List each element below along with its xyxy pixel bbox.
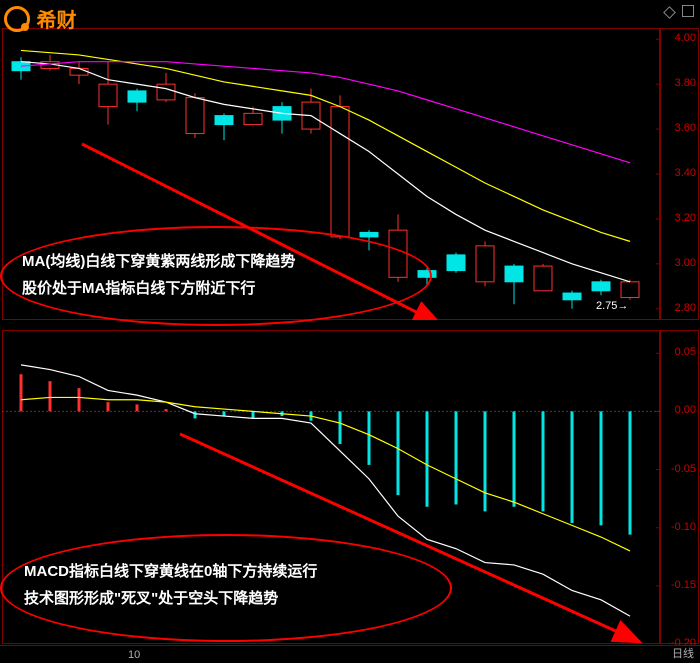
y-tick-label: -0.10 bbox=[671, 521, 696, 533]
diamond-icon[interactable] bbox=[663, 6, 676, 19]
y-tick-label: -0.15 bbox=[671, 579, 696, 591]
window-controls bbox=[661, 4, 694, 22]
price-chart-panel: 4.00 3.80 3.60 3.40 3.20 3.00 2.80 2.75→ MA(均线)白… bbox=[0, 28, 700, 320]
ma-yellow bbox=[21, 50, 630, 241]
annotation-line2: 股价处于MA指标白线下方附近下行 bbox=[22, 275, 295, 302]
y-tick-label: 4.00 bbox=[675, 32, 696, 44]
y-tick-label: 3.40 bbox=[675, 167, 696, 179]
y-tick-label: 0.05 bbox=[675, 346, 696, 358]
timeframe-label: 日线 bbox=[672, 645, 694, 661]
last-price-callout: 2.75→ bbox=[596, 300, 628, 312]
y-tick-label: 3.00 bbox=[675, 257, 696, 269]
y-tick-label: 3.20 bbox=[675, 212, 696, 224]
dea-yellow bbox=[21, 397, 630, 551]
y-tick-label: -0.05 bbox=[671, 463, 696, 475]
time-axis-bar: 10 日线 bbox=[0, 645, 700, 663]
y-tick-label: 2.80 bbox=[675, 302, 696, 314]
date-label: 10 bbox=[128, 649, 140, 661]
y-tick-label: 0.00 bbox=[675, 404, 696, 416]
ma-magenta bbox=[21, 62, 630, 163]
annotation-line2: 技术图形形成"死叉"处于空头下降趋势 bbox=[24, 585, 317, 612]
y-tick-label: 3.80 bbox=[675, 77, 696, 89]
logo-text: 希财 bbox=[36, 10, 76, 32]
brand-logo: 希财 bbox=[4, 4, 76, 33]
square-icon[interactable] bbox=[682, 5, 694, 17]
macd-chart-panel: 0.050.00-0.05-0.10-0.15-0.20MACD指标白线下穿黄线… bbox=[0, 330, 700, 644]
annotation-text: MA(均线)白线下穿黄紫两线形成下降趋势股价处于MA指标白线下方附近下行 bbox=[22, 248, 295, 302]
y-tick-label: 3.60 bbox=[675, 122, 696, 134]
annotation-text: MACD指标白线下穿黄线在0轴下方持续运行技术图形形成"死叉"处于空头下降趋势 bbox=[24, 558, 317, 612]
annotation-line1: MA(均线)白线下穿黄紫两线形成下降趋势 bbox=[22, 248, 295, 275]
annotation-line1: MACD指标白线下穿黄线在0轴下方持续运行 bbox=[24, 558, 317, 585]
logo-icon bbox=[4, 6, 30, 32]
